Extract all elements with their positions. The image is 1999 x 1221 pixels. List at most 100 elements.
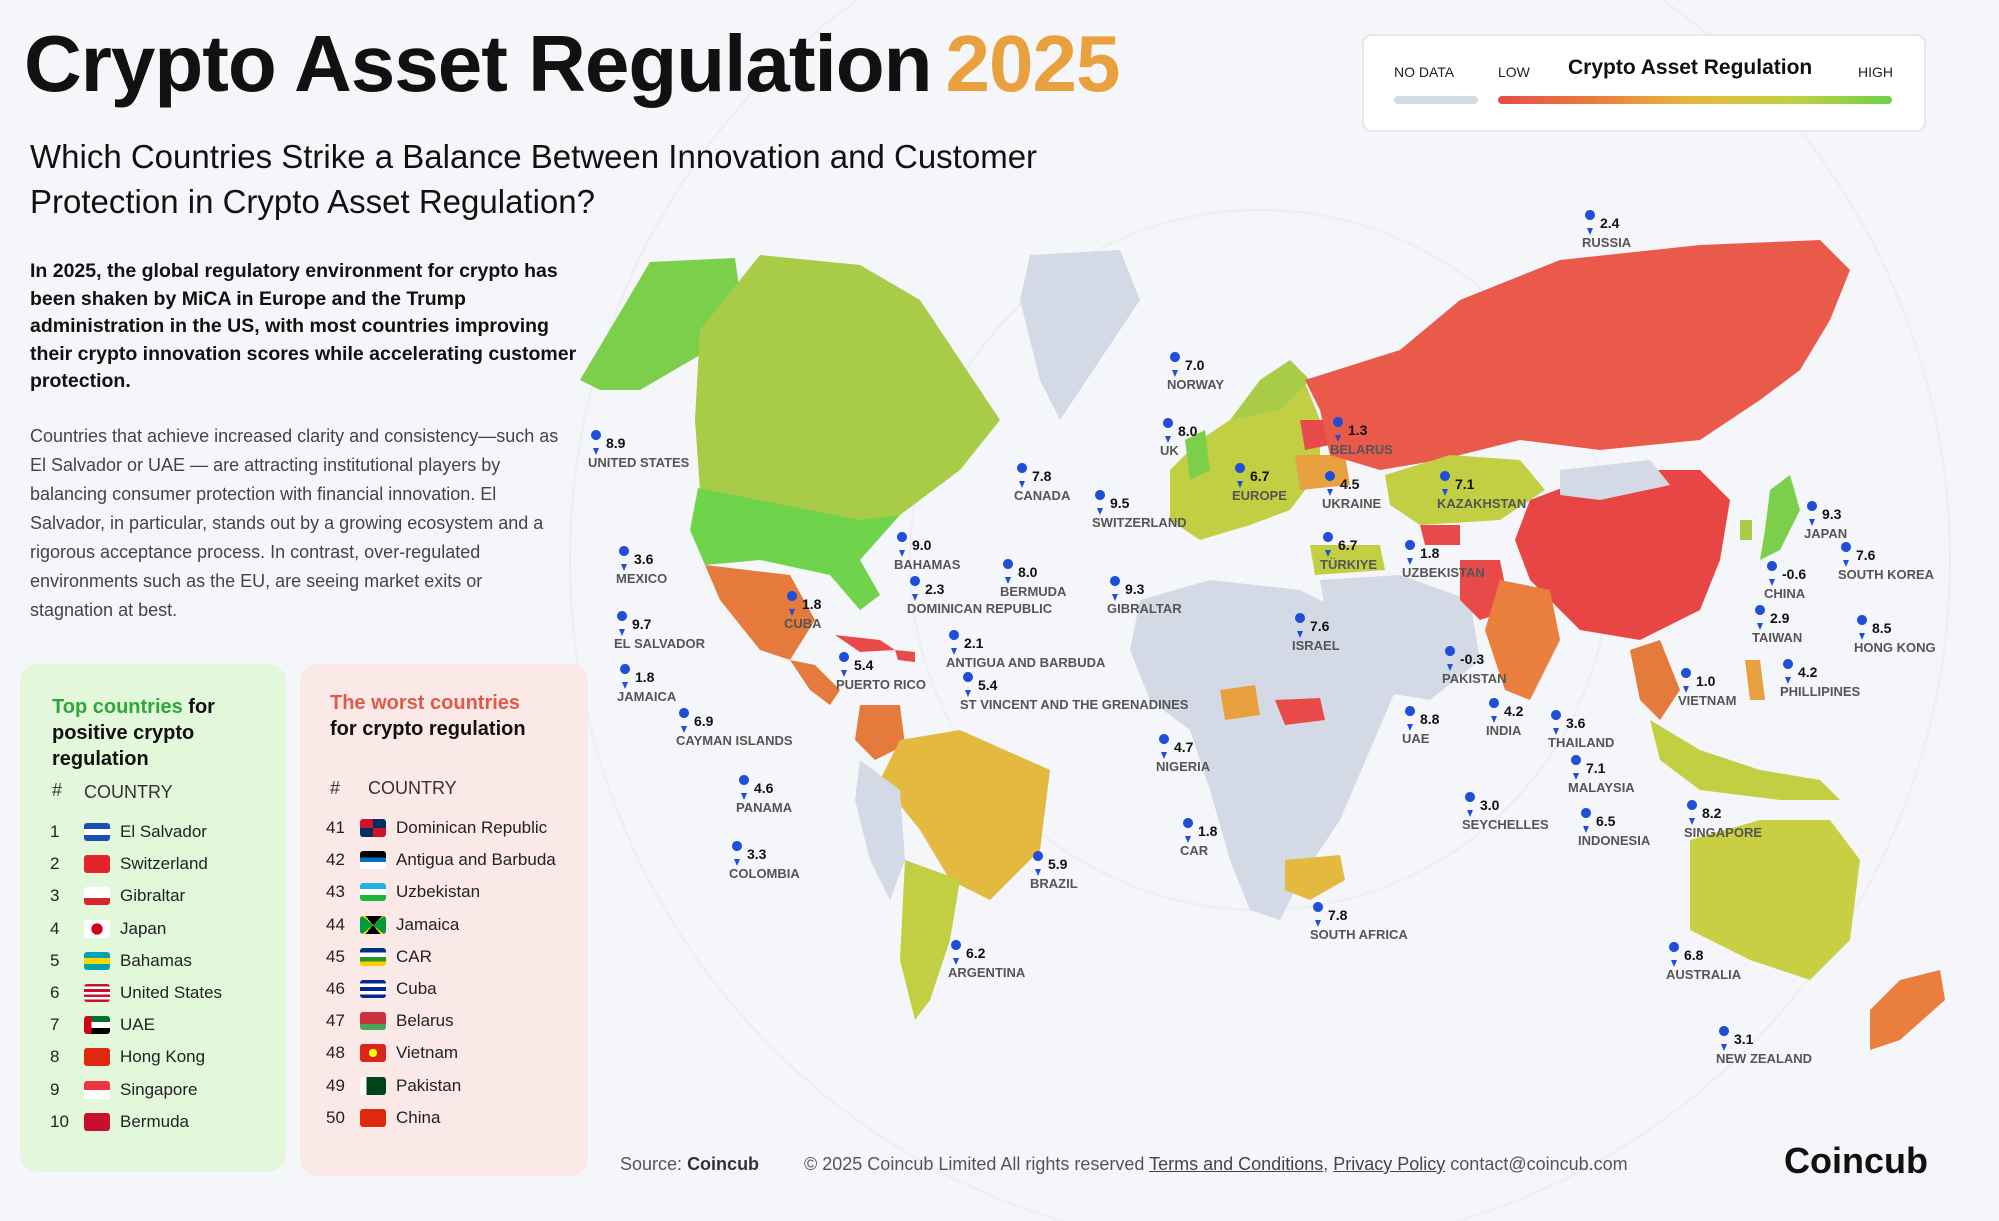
score-value: 1.8 <box>1198 823 1218 839</box>
country-label: PHILLIPINES <box>1780 684 1861 699</box>
score-pin-icon <box>1767 561 1778 586</box>
rank-number: 10 <box>50 1111 69 1131</box>
country-label: COLOMBIA <box>729 866 800 881</box>
map-label-el-salvador: 9.7 EL SALVADOR <box>614 611 706 651</box>
score-value: 8.8 <box>1420 711 1440 727</box>
country-label: MEXICO <box>616 571 667 586</box>
score-pin-icon <box>1755 605 1766 630</box>
el-salvador-flag-icon <box>84 823 110 842</box>
map-label-t-rkiye: 6.7 TÜRKIYE <box>1320 532 1377 572</box>
score-value: 7.6 <box>1310 618 1330 634</box>
map-label-uae: 8.8 UAE <box>1402 706 1440 746</box>
rank-number: 47 <box>326 1011 345 1031</box>
score-pin-icon <box>1323 532 1334 557</box>
cuba-shape <box>835 635 895 652</box>
score-pin-icon <box>1033 851 1044 876</box>
country-label: MALAYSIA <box>1568 780 1635 795</box>
legend-no-data-swatch <box>1394 96 1478 104</box>
score-value: 1.8 <box>802 596 822 612</box>
mongolia-shape <box>1560 460 1670 500</box>
map-label-antigua-and-barbuda: 2.1 ANTIGUA AND BARBUDA <box>946 630 1106 670</box>
footer-source-label: Source: <box>620 1154 683 1174</box>
score-pin-icon <box>1489 698 1500 723</box>
map-label-japan: 9.3 JAPAN <box>1804 501 1847 541</box>
score-value: 6.2 <box>966 945 986 961</box>
country-label: UZBEKISTAN <box>1402 565 1485 580</box>
legend-low-label: LOW <box>1498 64 1530 80</box>
legend-gradient-bar <box>1498 96 1892 104</box>
country-name: Cuba <box>396 979 437 999</box>
map-label-bahamas: 9.0 BAHAMAS <box>894 532 961 572</box>
map-label-united-states: 8.9 UNITED STATES <box>588 429 690 470</box>
map-label-jamaica: 1.8 JAMAICA <box>617 664 677 704</box>
rank-number: 46 <box>326 979 345 999</box>
country-label: CAR <box>1180 843 1209 858</box>
score-pin-icon <box>897 532 908 557</box>
belarus-flag-icon <box>360 1012 386 1031</box>
china-flag-icon <box>360 1108 386 1127</box>
switzerland-flag-icon <box>84 855 110 874</box>
score-value: 6.7 <box>1338 537 1358 553</box>
country-label: BELARUS <box>1330 442 1393 457</box>
score-value: 2.4 <box>1600 215 1620 231</box>
country-name: Gibraltar <box>120 886 186 906</box>
rank-number: 7 <box>50 1015 60 1035</box>
page-subtitle: Which Countries Strike a Balance Between… <box>30 138 1038 220</box>
cuba-flag-icon <box>360 980 386 999</box>
brand-logo: Coincub <box>1784 1140 1928 1181</box>
country-label: ARGENTINA <box>948 965 1026 980</box>
map-label-thailand: 3.6 THAILAND <box>1548 710 1614 750</box>
score-pin-icon <box>1163 417 1174 443</box>
map-label-seychelles: 3.0 SEYCHELLES <box>1462 792 1549 832</box>
central-america-shape <box>790 660 840 705</box>
car-flag-icon <box>360 947 386 966</box>
score-value: 4.6 <box>754 780 774 796</box>
rank-number: 41 <box>326 818 345 838</box>
footer-copyright: © 2025 Coincub Limited All rights reserv… <box>804 1154 1145 1174</box>
score-pin-icon <box>619 546 630 571</box>
score-pin-icon <box>1669 942 1680 967</box>
score-pin-icon <box>1333 417 1344 442</box>
map-label-panama: 4.6 PANAMA <box>736 775 793 815</box>
map-label-indonesia: 6.5 INDONESIA <box>1578 808 1651 848</box>
score-pin-icon <box>910 576 921 601</box>
map-label-russia: 2.4 RUSSIA <box>1582 210 1632 250</box>
new-zealand-shape <box>1870 970 1945 1050</box>
top-panel-heading: Top countries for positive crypto regula… <box>52 694 282 772</box>
map-label-cuba: 1.8 CUBA <box>784 591 822 631</box>
map-label-south-korea: 7.6 SOUTH KOREA <box>1838 542 1935 582</box>
score-value: 8.5 <box>1872 620 1892 636</box>
rank-number: 44 <box>326 914 345 934</box>
score-value: 4.2 <box>1798 664 1818 680</box>
score-value: 3.3 <box>747 846 767 862</box>
privacy-link[interactable]: Privacy Policy <box>1333 1154 1446 1174</box>
score-value: 8.9 <box>606 435 626 451</box>
country-label: PAKISTAN <box>1442 671 1507 686</box>
country-label: UNITED STATES <box>588 455 690 470</box>
score-pin-icon <box>1235 462 1246 488</box>
score-pin-icon <box>1170 352 1181 377</box>
map-label-puerto-rico: 5.4 PUERTO RICO <box>836 652 926 692</box>
list-item: 50 China <box>326 1102 556 1134</box>
map-label-south-africa: 7.8 SOUTH AFRICA <box>1310 902 1408 942</box>
score-pin-icon <box>949 630 960 655</box>
map-label-colombia: 3.3 COLOMBIA <box>729 841 800 881</box>
greenland-shape <box>1020 250 1140 420</box>
map-label-china: -0.6 CHINA <box>1764 561 1806 601</box>
country-label: JAPAN <box>1804 526 1847 541</box>
gibraltar-flag-icon <box>84 887 110 906</box>
country-label: INDONESIA <box>1578 833 1651 848</box>
score-value: 4.5 <box>1340 476 1360 492</box>
worst-panel-heading: The worst countries for crypto regulation <box>330 690 570 742</box>
score-pin-icon <box>787 591 798 616</box>
europe-shape <box>1170 370 1320 540</box>
list-item: 48 Vietnam <box>326 1037 556 1069</box>
terms-link[interactable]: Terms and Conditions <box>1149 1154 1324 1174</box>
score-pin-icon <box>1405 706 1416 731</box>
list-item: 43 Uzbekistan <box>326 876 556 908</box>
score-pin-icon <box>732 841 743 866</box>
score-pin-icon <box>1095 490 1106 515</box>
contact-email[interactable]: contact@coincub.com <box>1450 1154 1628 1174</box>
uk-shape <box>1185 430 1210 480</box>
map-label-nigeria: 4.7 NIGERIA <box>1156 734 1211 774</box>
